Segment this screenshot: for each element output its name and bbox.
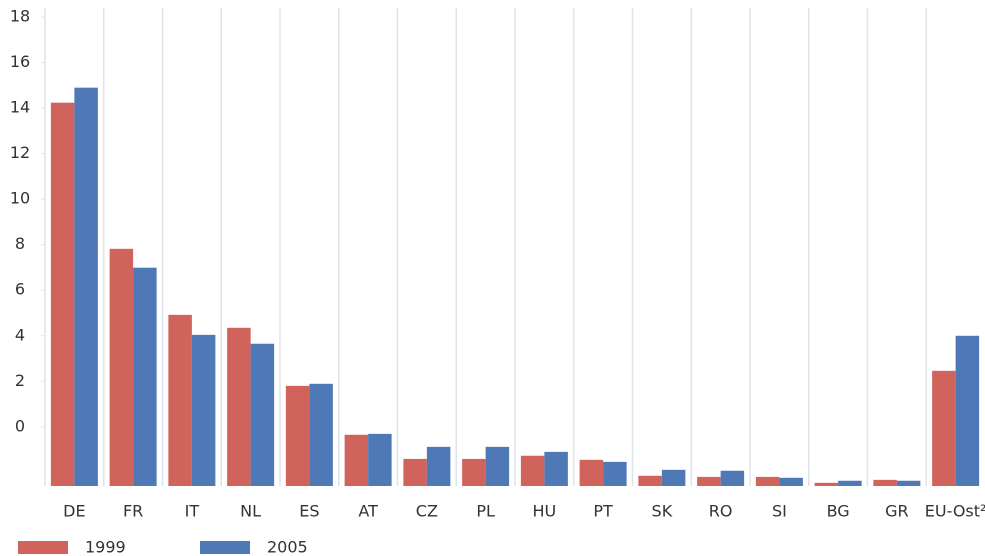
y-tick-label: 18 [10,7,30,26]
bar [779,477,803,486]
x-tick-label: HU [533,502,557,521]
x-tick-label: DE [63,502,85,521]
bar [426,446,451,486]
y-tick-label: 14 [10,98,30,117]
bar [720,470,745,486]
x-tick-label: AT [358,502,378,521]
y-tick-label: 12 [10,143,30,162]
bar [191,334,216,486]
x-tick-label: IT [185,502,200,521]
y-tick-label: 10 [10,189,30,208]
x-tick-label: PT [593,502,613,521]
x-tick-label: ES [299,502,319,521]
bar [896,480,921,486]
bar [344,434,369,486]
bar [873,479,897,486]
bar [697,476,721,486]
bar [579,459,604,486]
bar [638,475,662,486]
x-tick-label: NL [240,502,261,521]
x-tick-label: GR [885,502,909,521]
bar [755,476,780,486]
bar [603,461,627,486]
bar [309,383,333,486]
bar [74,87,98,487]
x-tick-label: SI [772,502,787,521]
bar [838,480,862,486]
bar [285,385,310,486]
x-tick-label: RO [709,502,733,521]
bar [544,451,568,486]
x-tick-label: FR [123,502,143,521]
x-tick-label: SK [652,502,673,521]
bar [520,455,545,486]
bar [168,314,192,486]
bar [485,446,510,486]
bar [109,248,134,486]
y-tick-label: 0 [15,416,25,435]
bar [250,343,275,486]
bar [932,370,956,486]
y-tick-label: 2 [15,371,25,390]
bar [462,458,486,486]
legend-label: 2005 [267,538,308,556]
bar [50,102,75,487]
y-tick-label: 8 [15,234,25,253]
y-tick-label: 6 [15,280,25,299]
bar [368,433,392,486]
bar [661,469,686,486]
legend-label: 1999 [85,538,126,556]
legend-swatch [18,541,68,554]
y-tick-label: 4 [15,325,25,344]
bar [133,267,157,486]
legend-swatch [200,541,250,554]
bar [403,458,427,486]
x-tick-label: CZ [416,502,438,521]
bar [955,335,980,486]
x-tick-label: EU-Ost² [925,502,985,521]
bar [814,482,839,486]
bar [227,327,251,486]
x-tick-label: BG [827,502,850,521]
y-tick-label: 16 [10,52,30,71]
x-tick-label: PL [476,502,495,521]
